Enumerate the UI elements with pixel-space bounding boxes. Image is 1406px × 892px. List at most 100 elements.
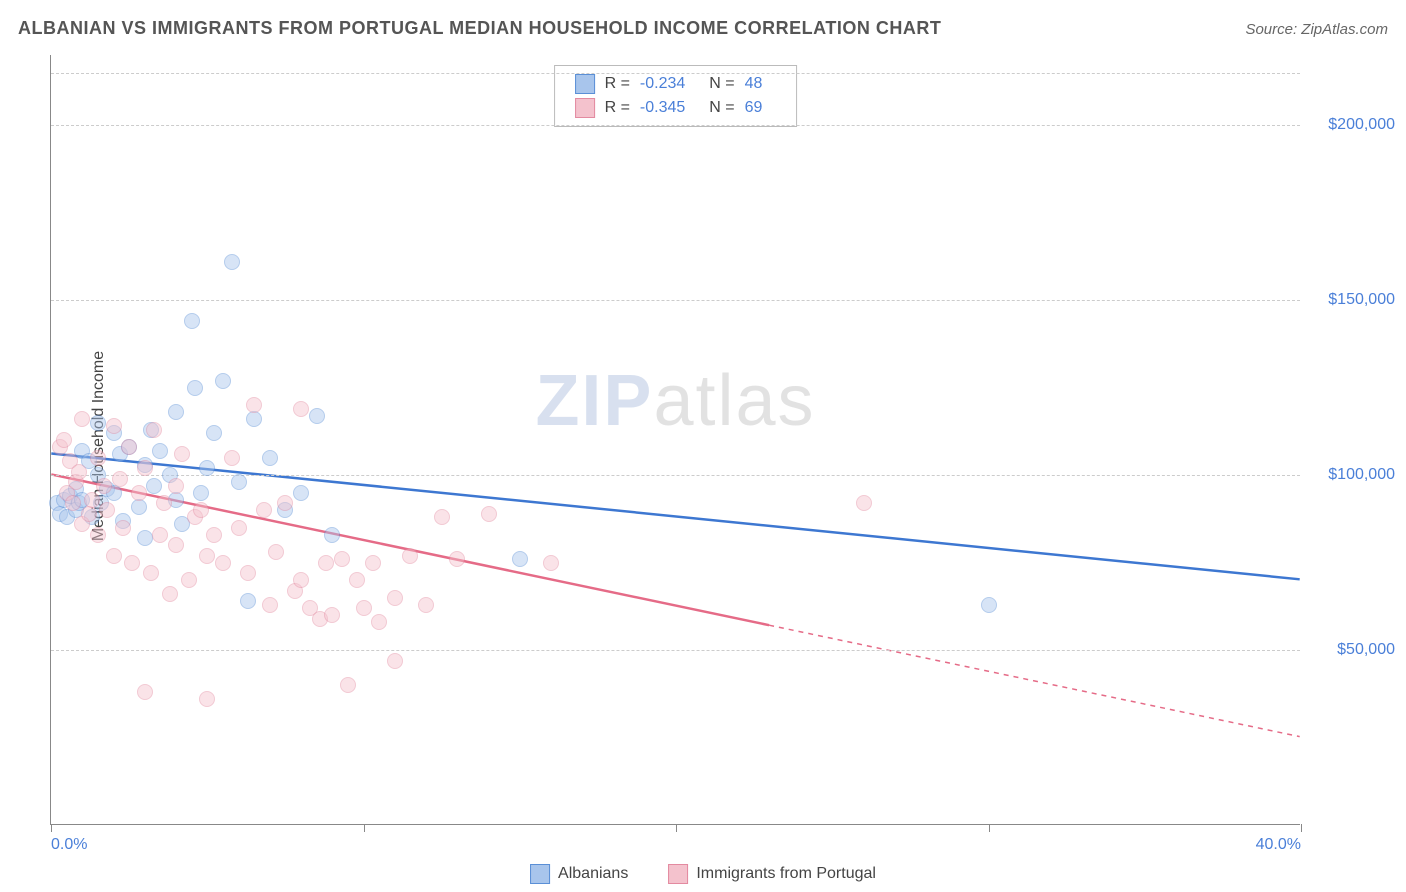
data-point xyxy=(481,506,497,522)
legend-swatch xyxy=(668,864,688,884)
data-point xyxy=(96,478,112,494)
grid-line xyxy=(51,300,1300,301)
data-point xyxy=(187,380,203,396)
grid-line xyxy=(51,125,1300,126)
data-point xyxy=(106,418,122,434)
data-point xyxy=(206,425,222,441)
data-point xyxy=(90,415,106,431)
data-point xyxy=(90,450,106,466)
y-tick-label: $200,000 xyxy=(1305,116,1395,134)
data-point xyxy=(115,520,131,536)
data-point xyxy=(365,555,381,571)
data-point xyxy=(199,548,215,564)
data-point xyxy=(262,597,278,613)
data-point xyxy=(215,373,231,389)
data-point xyxy=(543,555,559,571)
data-point xyxy=(199,691,215,707)
y-tick-label: $50,000 xyxy=(1305,641,1395,659)
data-point xyxy=(206,527,222,543)
chart-title: ALBANIAN VS IMMIGRANTS FROM PORTUGAL MED… xyxy=(18,18,941,39)
data-point xyxy=(146,478,162,494)
data-point xyxy=(124,555,140,571)
data-point xyxy=(99,502,115,518)
data-point xyxy=(193,485,209,501)
data-point xyxy=(146,422,162,438)
data-point xyxy=(318,555,334,571)
data-point xyxy=(168,404,184,420)
data-point xyxy=(71,464,87,480)
data-point xyxy=(449,551,465,567)
x-tick xyxy=(989,824,990,832)
data-point xyxy=(402,548,418,564)
data-point xyxy=(156,495,172,511)
data-point xyxy=(246,397,262,413)
data-point xyxy=(143,565,159,581)
x-tick xyxy=(1301,824,1302,832)
data-point xyxy=(74,411,90,427)
grid-line xyxy=(51,73,1300,74)
legend-label: Immigrants from Portugal xyxy=(696,865,876,883)
data-point xyxy=(215,555,231,571)
data-point xyxy=(387,653,403,669)
r-label: R = xyxy=(605,99,630,117)
data-point xyxy=(112,471,128,487)
data-point xyxy=(371,614,387,630)
grid-line xyxy=(51,650,1300,651)
data-point xyxy=(231,474,247,490)
stats-row: R = -0.234 N = 48 xyxy=(575,72,777,96)
data-point xyxy=(324,607,340,623)
y-tick-label: $100,000 xyxy=(1305,466,1395,484)
data-point xyxy=(199,460,215,476)
data-point xyxy=(224,254,240,270)
data-point xyxy=(224,450,240,466)
r-value: -0.345 xyxy=(640,99,685,117)
data-point xyxy=(137,530,153,546)
data-point xyxy=(181,572,197,588)
stats-row: R = -0.345 N = 69 xyxy=(575,96,777,120)
data-point xyxy=(231,520,247,536)
y-tick-label: $150,000 xyxy=(1305,291,1395,309)
r-value: -0.234 xyxy=(640,75,685,93)
legend-label: Albanians xyxy=(558,865,628,883)
source-label: Source: ZipAtlas.com xyxy=(1245,21,1388,38)
x-tick xyxy=(364,824,365,832)
n-value: 69 xyxy=(745,99,763,117)
legend-item: Immigrants from Portugal xyxy=(668,864,876,884)
data-point xyxy=(152,527,168,543)
data-point xyxy=(256,502,272,518)
data-point xyxy=(56,432,72,448)
data-point xyxy=(293,572,309,588)
data-point xyxy=(262,450,278,466)
data-point xyxy=(334,551,350,567)
r-label: R = xyxy=(605,75,630,93)
data-point xyxy=(162,586,178,602)
data-point xyxy=(174,446,190,462)
data-point xyxy=(512,551,528,567)
data-point xyxy=(981,597,997,613)
data-point xyxy=(309,408,325,424)
x-tick xyxy=(51,824,52,832)
data-point xyxy=(240,565,256,581)
data-point xyxy=(137,684,153,700)
data-point xyxy=(65,495,81,511)
x-tick-label: 0.0% xyxy=(51,836,87,854)
data-point xyxy=(356,600,372,616)
data-point xyxy=(340,677,356,693)
chart-plot-area: ZIPatlas R =-0.234N =48R =-0.345N =69 $5… xyxy=(50,55,1300,825)
data-point xyxy=(349,572,365,588)
data-point xyxy=(81,506,97,522)
x-tick-label: 40.0% xyxy=(1256,836,1301,854)
data-point xyxy=(184,313,200,329)
legend-item: Albanians xyxy=(530,864,628,884)
n-label: N = xyxy=(709,75,734,93)
data-point xyxy=(293,485,309,501)
n-label: N = xyxy=(709,99,734,117)
data-point xyxy=(131,499,147,515)
data-point xyxy=(240,593,256,609)
data-point xyxy=(246,411,262,427)
n-value: 48 xyxy=(745,75,763,93)
data-point xyxy=(84,492,100,508)
data-point xyxy=(90,527,106,543)
data-point xyxy=(293,401,309,417)
data-point xyxy=(121,439,137,455)
